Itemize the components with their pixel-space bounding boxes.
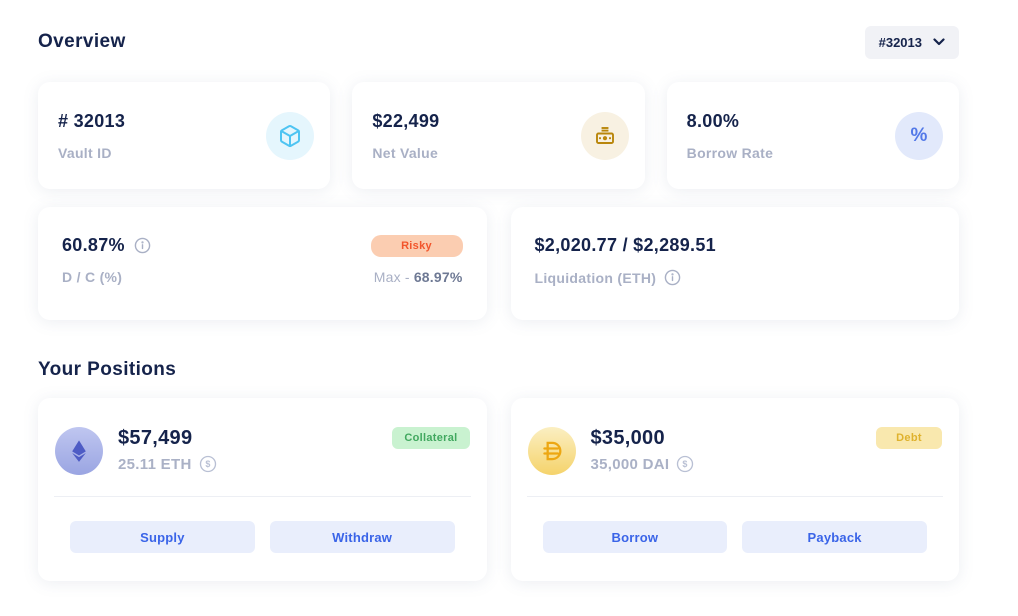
collateral-actions: Supply Withdraw [38, 497, 487, 553]
collateral-position-text: $57,499 25.11 ETH $ [118, 427, 217, 473]
liquidation-value: $2,020.77 / $2,289.51 [534, 235, 716, 255]
vault-dashboard: Overview #32013 # 32013 Vault ID [38, 25, 959, 581]
borrow-rate-card: 8.00% Borrow Rate % [666, 82, 959, 189]
debt-token-amount: 35,000 DAI [590, 455, 670, 473]
mid-row: 60.87% D / C (%) Risky Max - 68.97% [38, 207, 959, 320]
max-ratio-line: Max - 68.97% [374, 269, 463, 285]
net-value-value: $22,499 [372, 110, 440, 131]
divider [54, 496, 471, 497]
dollar-circle-icon[interactable]: $ [676, 455, 694, 473]
debt-position-card: $35,000 35,000 DAI $ Debt Borro [510, 398, 960, 581]
payback-button[interactable]: Payback [742, 521, 927, 553]
collateral-position-card: $57,499 25.11 ETH $ Collateral [38, 398, 487, 581]
liquidation-card: $2,020.77 / $2,289.51 Liquidation (ETH) [510, 207, 959, 320]
collateral-token-amount-row: 25.11 ETH $ [118, 455, 217, 473]
info-icon[interactable] [664, 269, 681, 286]
dollar-circle-icon[interactable]: $ [199, 455, 217, 473]
cube-icon [266, 111, 315, 160]
debt-usd-value: $35,000 [590, 427, 665, 449]
vault-id-label: Vault ID [58, 144, 112, 161]
max-ratio-value: 68.97% [413, 269, 463, 285]
debt-badge: Debt [876, 427, 942, 449]
debt-token-amount-row: 35,000 DAI $ [591, 455, 695, 473]
liquidation-label-row: Liquidation (ETH) [535, 269, 716, 286]
ratio-value: 60.87% [62, 235, 125, 255]
max-ratio-prefix: Max - [373, 269, 414, 285]
liquidation-left: $2,020.77 / $2,289.51 Liquidation (ETH) [535, 235, 716, 292]
svg-text:$: $ [683, 459, 688, 469]
debt-actions: Borrow Payback [511, 497, 960, 553]
liquidation-label: Liquidation (ETH) [534, 269, 657, 286]
dai-token-icon [527, 427, 576, 475]
debt-collateral-ratio-card: 60.87% D / C (%) Risky Max - 68.97% [38, 207, 487, 320]
svg-text:$: $ [205, 459, 210, 469]
borrow-button[interactable]: Borrow [542, 521, 728, 553]
vault-selector-value: #32013 [878, 34, 922, 50]
divider [526, 496, 943, 497]
percent-glyph: % [910, 124, 928, 146]
withdraw-button[interactable]: Withdraw [269, 521, 455, 553]
net-value-card: $22,499 Net Value [352, 82, 645, 189]
supply-button[interactable]: Supply [70, 521, 255, 553]
ratio-right: Risky Max - 68.97% [370, 235, 463, 292]
vault-id-text: # 32013 Vault ID [58, 111, 125, 161]
debt-position-top: $35,000 35,000 DAI $ Debt [511, 398, 960, 475]
ratio-left: 60.87% D / C (%) [62, 235, 151, 292]
vault-selector-dropdown[interactable]: #32013 [864, 25, 959, 59]
net-value-label: Net Value [372, 144, 439, 161]
collateral-badge: Collateral [392, 427, 470, 449]
overview-header: Overview #32013 [38, 25, 959, 59]
collateral-token-amount: 25.11 ETH [118, 455, 192, 473]
borrow-rate-label: Borrow Rate [686, 144, 774, 161]
debt-position-text: $35,000 35,000 DAI $ [591, 427, 695, 473]
collateral-usd-value: $57,499 [118, 427, 193, 449]
ratio-label: D / C (%) [62, 269, 123, 285]
eth-token-icon [55, 427, 103, 475]
net-value-text: $22,499 Net Value [372, 111, 439, 161]
positions-row: $57,499 25.11 ETH $ Collateral [38, 398, 959, 581]
stats-row: # 32013 Vault ID $22,499 Net Value [38, 82, 959, 189]
chevron-down-icon [933, 38, 945, 46]
borrow-rate-text: 8.00% Borrow Rate [687, 111, 774, 161]
percent-icon: % [895, 111, 943, 160]
borrow-rate-value: 8.00% [686, 110, 740, 131]
collateral-position-top: $57,499 25.11 ETH $ Collateral [38, 398, 487, 475]
positions-title: Your Positions [38, 359, 177, 380]
risk-badge: Risky [370, 235, 463, 257]
info-icon[interactable] [134, 237, 151, 254]
vault-id-card: # 32013 Vault ID [38, 82, 331, 189]
vault-id-value: # 32013 [58, 110, 126, 131]
overview-title: Overview [38, 31, 126, 52]
cash-icon [580, 111, 629, 160]
